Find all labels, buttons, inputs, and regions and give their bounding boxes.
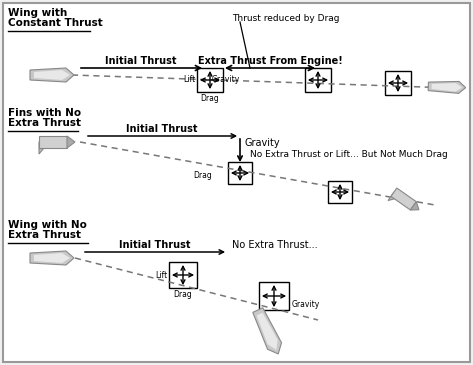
- Polygon shape: [432, 83, 462, 92]
- Polygon shape: [39, 136, 67, 148]
- Text: Extra Thrust: Extra Thrust: [8, 230, 81, 240]
- Bar: [328, 181, 352, 203]
- Text: No Extra Thrust or Lift... But Not Much Drag: No Extra Thrust or Lift... But Not Much …: [250, 150, 448, 159]
- Polygon shape: [391, 188, 416, 210]
- Text: Constant Thrust: Constant Thrust: [8, 18, 103, 28]
- Bar: [169, 262, 197, 288]
- Polygon shape: [253, 308, 281, 354]
- Polygon shape: [34, 70, 70, 80]
- Text: Extra Thrust From Engine!: Extra Thrust From Engine!: [198, 56, 342, 66]
- Text: Drag: Drag: [174, 290, 193, 299]
- Text: Drag: Drag: [193, 170, 212, 180]
- Text: Initial Thrust: Initial Thrust: [119, 240, 191, 250]
- Polygon shape: [428, 81, 466, 93]
- Text: Drag: Drag: [201, 94, 219, 103]
- Text: Extra Thrust: Extra Thrust: [8, 118, 81, 128]
- Text: No Extra Thrust...: No Extra Thrust...: [232, 240, 318, 250]
- Polygon shape: [388, 192, 401, 200]
- Polygon shape: [411, 202, 419, 210]
- Polygon shape: [34, 253, 70, 263]
- Bar: [197, 68, 223, 92]
- Text: Wing with: Wing with: [8, 8, 67, 18]
- Polygon shape: [257, 313, 278, 350]
- Text: Lift: Lift: [183, 76, 195, 85]
- Text: Gravity: Gravity: [244, 138, 280, 148]
- Text: Wing with No: Wing with No: [8, 220, 87, 230]
- Bar: [305, 68, 331, 92]
- Text: Initial Thrust: Initial Thrust: [105, 56, 177, 66]
- Polygon shape: [67, 136, 75, 148]
- Polygon shape: [39, 142, 49, 154]
- Bar: [385, 71, 411, 95]
- Bar: [228, 162, 252, 184]
- Text: Thrust reduced by Drag: Thrust reduced by Drag: [232, 14, 340, 23]
- Text: Fins with No: Fins with No: [8, 108, 81, 118]
- Text: Gravity: Gravity: [292, 300, 320, 309]
- Text: Lift: Lift: [155, 270, 167, 280]
- Text: Gravity: Gravity: [212, 74, 240, 84]
- Bar: [259, 282, 289, 310]
- FancyBboxPatch shape: [3, 3, 470, 362]
- Polygon shape: [30, 251, 74, 265]
- Polygon shape: [30, 68, 74, 82]
- Text: Initial Thrust: Initial Thrust: [126, 124, 198, 134]
